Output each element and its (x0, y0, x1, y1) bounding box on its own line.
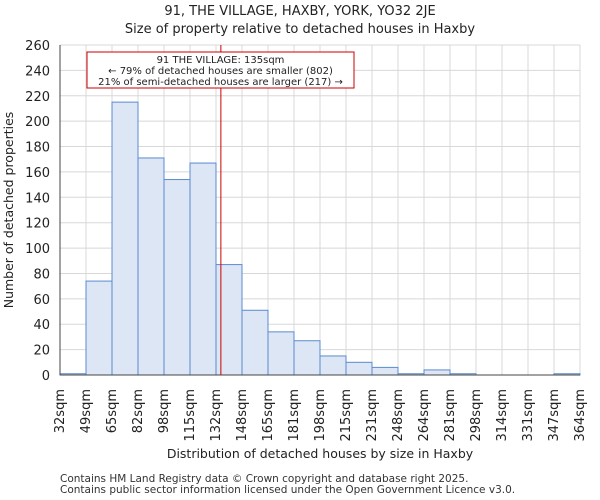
y-tick-label: 140 (25, 191, 50, 206)
x-tick-label: 347sqm (547, 389, 562, 442)
histogram-bar (423, 369, 451, 376)
annotation-line: 21% of semi-detached houses are larger (… (98, 77, 343, 88)
x-tick-label: 49sqm (79, 389, 94, 433)
histogram-bar (241, 309, 269, 376)
x-tick-label: 298sqm (469, 389, 484, 442)
x-tick-label: 115sqm (183, 389, 198, 442)
bars (59, 101, 581, 376)
x-tick-label: 148sqm (235, 389, 250, 442)
axes: 0 20 40 60 80 100 120 140 160 180 200 220 240 260 32sq… (25, 39, 588, 442)
x-tick-label: 165sqm (261, 389, 276, 442)
x-tick-label: 65sqm (105, 389, 120, 433)
histogram-bar (267, 331, 295, 376)
annotation-box (86, 51, 355, 89)
y-tick-label: 160 (25, 166, 50, 181)
x-tick-label: 281sqm (443, 389, 458, 442)
histogram-bar (345, 361, 373, 376)
x-tick-label: 82sqm (131, 389, 146, 433)
x-tick-label: 314sqm (495, 389, 510, 442)
footer-line2: Contains public sector information licen… (60, 484, 516, 496)
y-tick-label: 0 (42, 369, 50, 384)
y-tick-label: 40 (33, 318, 50, 333)
histogram-bar (137, 157, 165, 376)
histogram-bar (189, 162, 217, 376)
x-axis-title: Distribution of detached houses by size … (167, 446, 474, 461)
annotation-line: 91 THE VILLAGE: 135sqm (157, 55, 285, 66)
histogram-bar (371, 366, 399, 376)
y-tick-label: 220 (25, 90, 50, 105)
y-tick-label: 260 (25, 39, 50, 54)
x-tick-label: 215sqm (339, 389, 354, 442)
histogram-bar (319, 355, 347, 376)
annotation: 91 THE VILLAGE: 135sqm← 79% of detached … (86, 45, 355, 375)
y-tick-label: 200 (25, 115, 50, 130)
x-tick-label: 198sqm (313, 389, 328, 442)
histogram-bar (215, 264, 243, 376)
x-tick-label: 32sqm (53, 389, 68, 433)
y-tick-label: 120 (25, 217, 50, 232)
x-tick-label: 231sqm (365, 389, 380, 442)
x-tick-label: 98sqm (157, 389, 172, 433)
y-axis-title: Number of detached properties (1, 112, 16, 309)
footer-line1: Contains HM Land Registry data © Crown c… (60, 473, 469, 485)
y-tick-label: 180 (25, 141, 50, 156)
y-tick-label: 240 (25, 64, 50, 79)
x-tick-label: 264sqm (417, 389, 432, 442)
y-tick-label: 80 (33, 267, 50, 282)
histogram-bar (111, 101, 139, 376)
histogram-bar (163, 179, 191, 376)
annotation-line: ← 79% of detached houses are smaller (80… (108, 66, 333, 77)
y-tick-label: 100 (25, 242, 50, 257)
y-tick-label: 60 (33, 293, 50, 308)
x-tick-label: 132sqm (209, 389, 224, 442)
x-tick-label: 364sqm (573, 389, 588, 442)
x-tick-label: 331sqm (521, 389, 536, 442)
chart-title-line2: Size of property relative to detached ho… (124, 22, 476, 37)
histogram-bar (293, 340, 321, 376)
chart-title-line1: 91, THE VILLAGE, HAXBY, YORK, YO32 2JE (164, 4, 436, 19)
histogram-bar (85, 280, 113, 376)
x-tick-label: 248sqm (391, 389, 406, 442)
x-tick-label: 181sqm (287, 389, 302, 442)
y-tick-label: 20 (33, 344, 50, 359)
